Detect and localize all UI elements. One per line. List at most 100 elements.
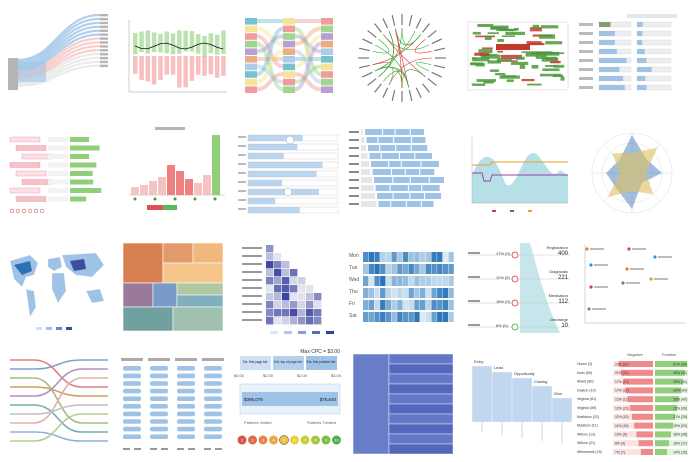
- heat-cell: [402, 312, 409, 322]
- country: [25, 288, 37, 318]
- sankey-target: [100, 64, 108, 68]
- milestone-title: Registration: [547, 245, 568, 250]
- chart-triangular-heatmap: [242, 245, 334, 334]
- float-bar-top: [183, 30, 188, 52]
- set-block: [283, 33, 295, 40]
- word: [478, 49, 493, 54]
- segment: [394, 137, 411, 143]
- float-bar-bottom: [151, 56, 157, 85]
- set-ribbon: [256, 64, 284, 84]
- node-label-mark: [408, 14, 413, 26]
- heat-cell: [363, 312, 369, 322]
- node-label-mark: [408, 90, 413, 102]
- positive-bar: [655, 440, 669, 447]
- segment: [378, 201, 391, 207]
- rating-number: 4: [272, 438, 275, 443]
- tile-heatmap-weekday: Mon Tue Wed Thu Fri Sat: [345, 231, 460, 346]
- heat-cell: [374, 300, 380, 310]
- sankey-target: [100, 37, 108, 40]
- heat-cell: [414, 288, 420, 298]
- treemap-block: [388, 373, 454, 385]
- row-name: [579, 68, 593, 71]
- tile-step-area: Entry Lead Opportunity Closing Won: [460, 346, 575, 461]
- heat-cell: [414, 312, 420, 322]
- word: [527, 83, 542, 86]
- row-label: [238, 199, 246, 201]
- tile-word-cloud: [460, 0, 575, 115]
- segment: [369, 153, 381, 159]
- word: [487, 32, 500, 35]
- heat-cell: [282, 269, 290, 277]
- network-edge: [395, 28, 403, 89]
- segment: [378, 137, 394, 143]
- tick-label: $3.00: [331, 373, 342, 378]
- treemap-block: [388, 413, 454, 425]
- chart-treemap: [122, 242, 224, 332]
- stagger-offset: [361, 145, 366, 151]
- tile-dual-bar-table: [575, 0, 690, 115]
- heat-cell: [380, 252, 386, 262]
- heat-cell: [314, 293, 322, 301]
- word: [541, 57, 559, 62]
- step-label: Closing: [534, 379, 547, 384]
- positive-track: [655, 449, 688, 455]
- legend-swatch: [36, 327, 42, 330]
- legend-swatch: [56, 327, 62, 330]
- positive-bar: [655, 413, 675, 420]
- row-name: [579, 59, 593, 62]
- value-left: [599, 67, 620, 72]
- footer-label: [123, 448, 130, 450]
- pill: [123, 396, 141, 401]
- heat-cell: [363, 252, 369, 262]
- sankey-target: [100, 21, 108, 25]
- float-bar-bottom: [139, 56, 144, 81]
- histogram-bar: [140, 185, 148, 195]
- rating-circle: [248, 435, 257, 445]
- node-label-mark: [367, 78, 377, 86]
- heat-cell: [282, 293, 290, 301]
- tree-right: [70, 179, 94, 185]
- float-bar-top: [177, 30, 182, 54]
- chart-world-map: [9, 252, 105, 330]
- heat-cell: [374, 252, 380, 262]
- milestone-pct: 18% (0): [496, 299, 511, 304]
- node-label-mark: [367, 30, 377, 38]
- word: [510, 61, 529, 65]
- legend-dot: [39, 208, 45, 214]
- sankey-source: [8, 58, 18, 90]
- pill: [177, 396, 195, 401]
- heat-cell: [266, 269, 274, 277]
- scatter-point: [589, 285, 593, 289]
- row-label: [238, 172, 246, 174]
- heat-cell: [274, 277, 282, 285]
- row-label: [349, 163, 359, 165]
- heat-cell: [274, 269, 282, 277]
- segment: [368, 145, 380, 151]
- tile-cpc-scale: Max CPC = $3.00 Est. first page bid Est. t…: [230, 346, 345, 461]
- rating-number: 5: [283, 438, 286, 443]
- negative-value: 17% (17): [615, 389, 629, 393]
- footer-label: [150, 448, 157, 450]
- heat-cell: [408, 252, 414, 262]
- positive-value: 18% (17): [673, 442, 687, 446]
- float-bar-top: [145, 30, 151, 54]
- tile-staggered-bars: [345, 115, 460, 230]
- histogram-bar: [131, 187, 139, 195]
- word: [550, 60, 561, 64]
- set-block: [283, 25, 295, 33]
- heat-cell: [397, 300, 403, 310]
- row-fill: [248, 144, 298, 150]
- heat-cell: [266, 261, 274, 269]
- node-label-mark: [434, 64, 446, 69]
- footer-label: [188, 448, 195, 450]
- positive-value: 19% (23): [673, 424, 687, 428]
- heat-cell: [380, 288, 386, 298]
- footer-label: [204, 448, 211, 450]
- rating-circle: [269, 435, 278, 445]
- segment: [411, 137, 426, 143]
- word: [519, 64, 526, 69]
- row-name: Dayton (10): [577, 388, 596, 392]
- value-left: [599, 85, 625, 90]
- heat-cell: [368, 252, 374, 262]
- milestone-value: 221: [558, 275, 569, 281]
